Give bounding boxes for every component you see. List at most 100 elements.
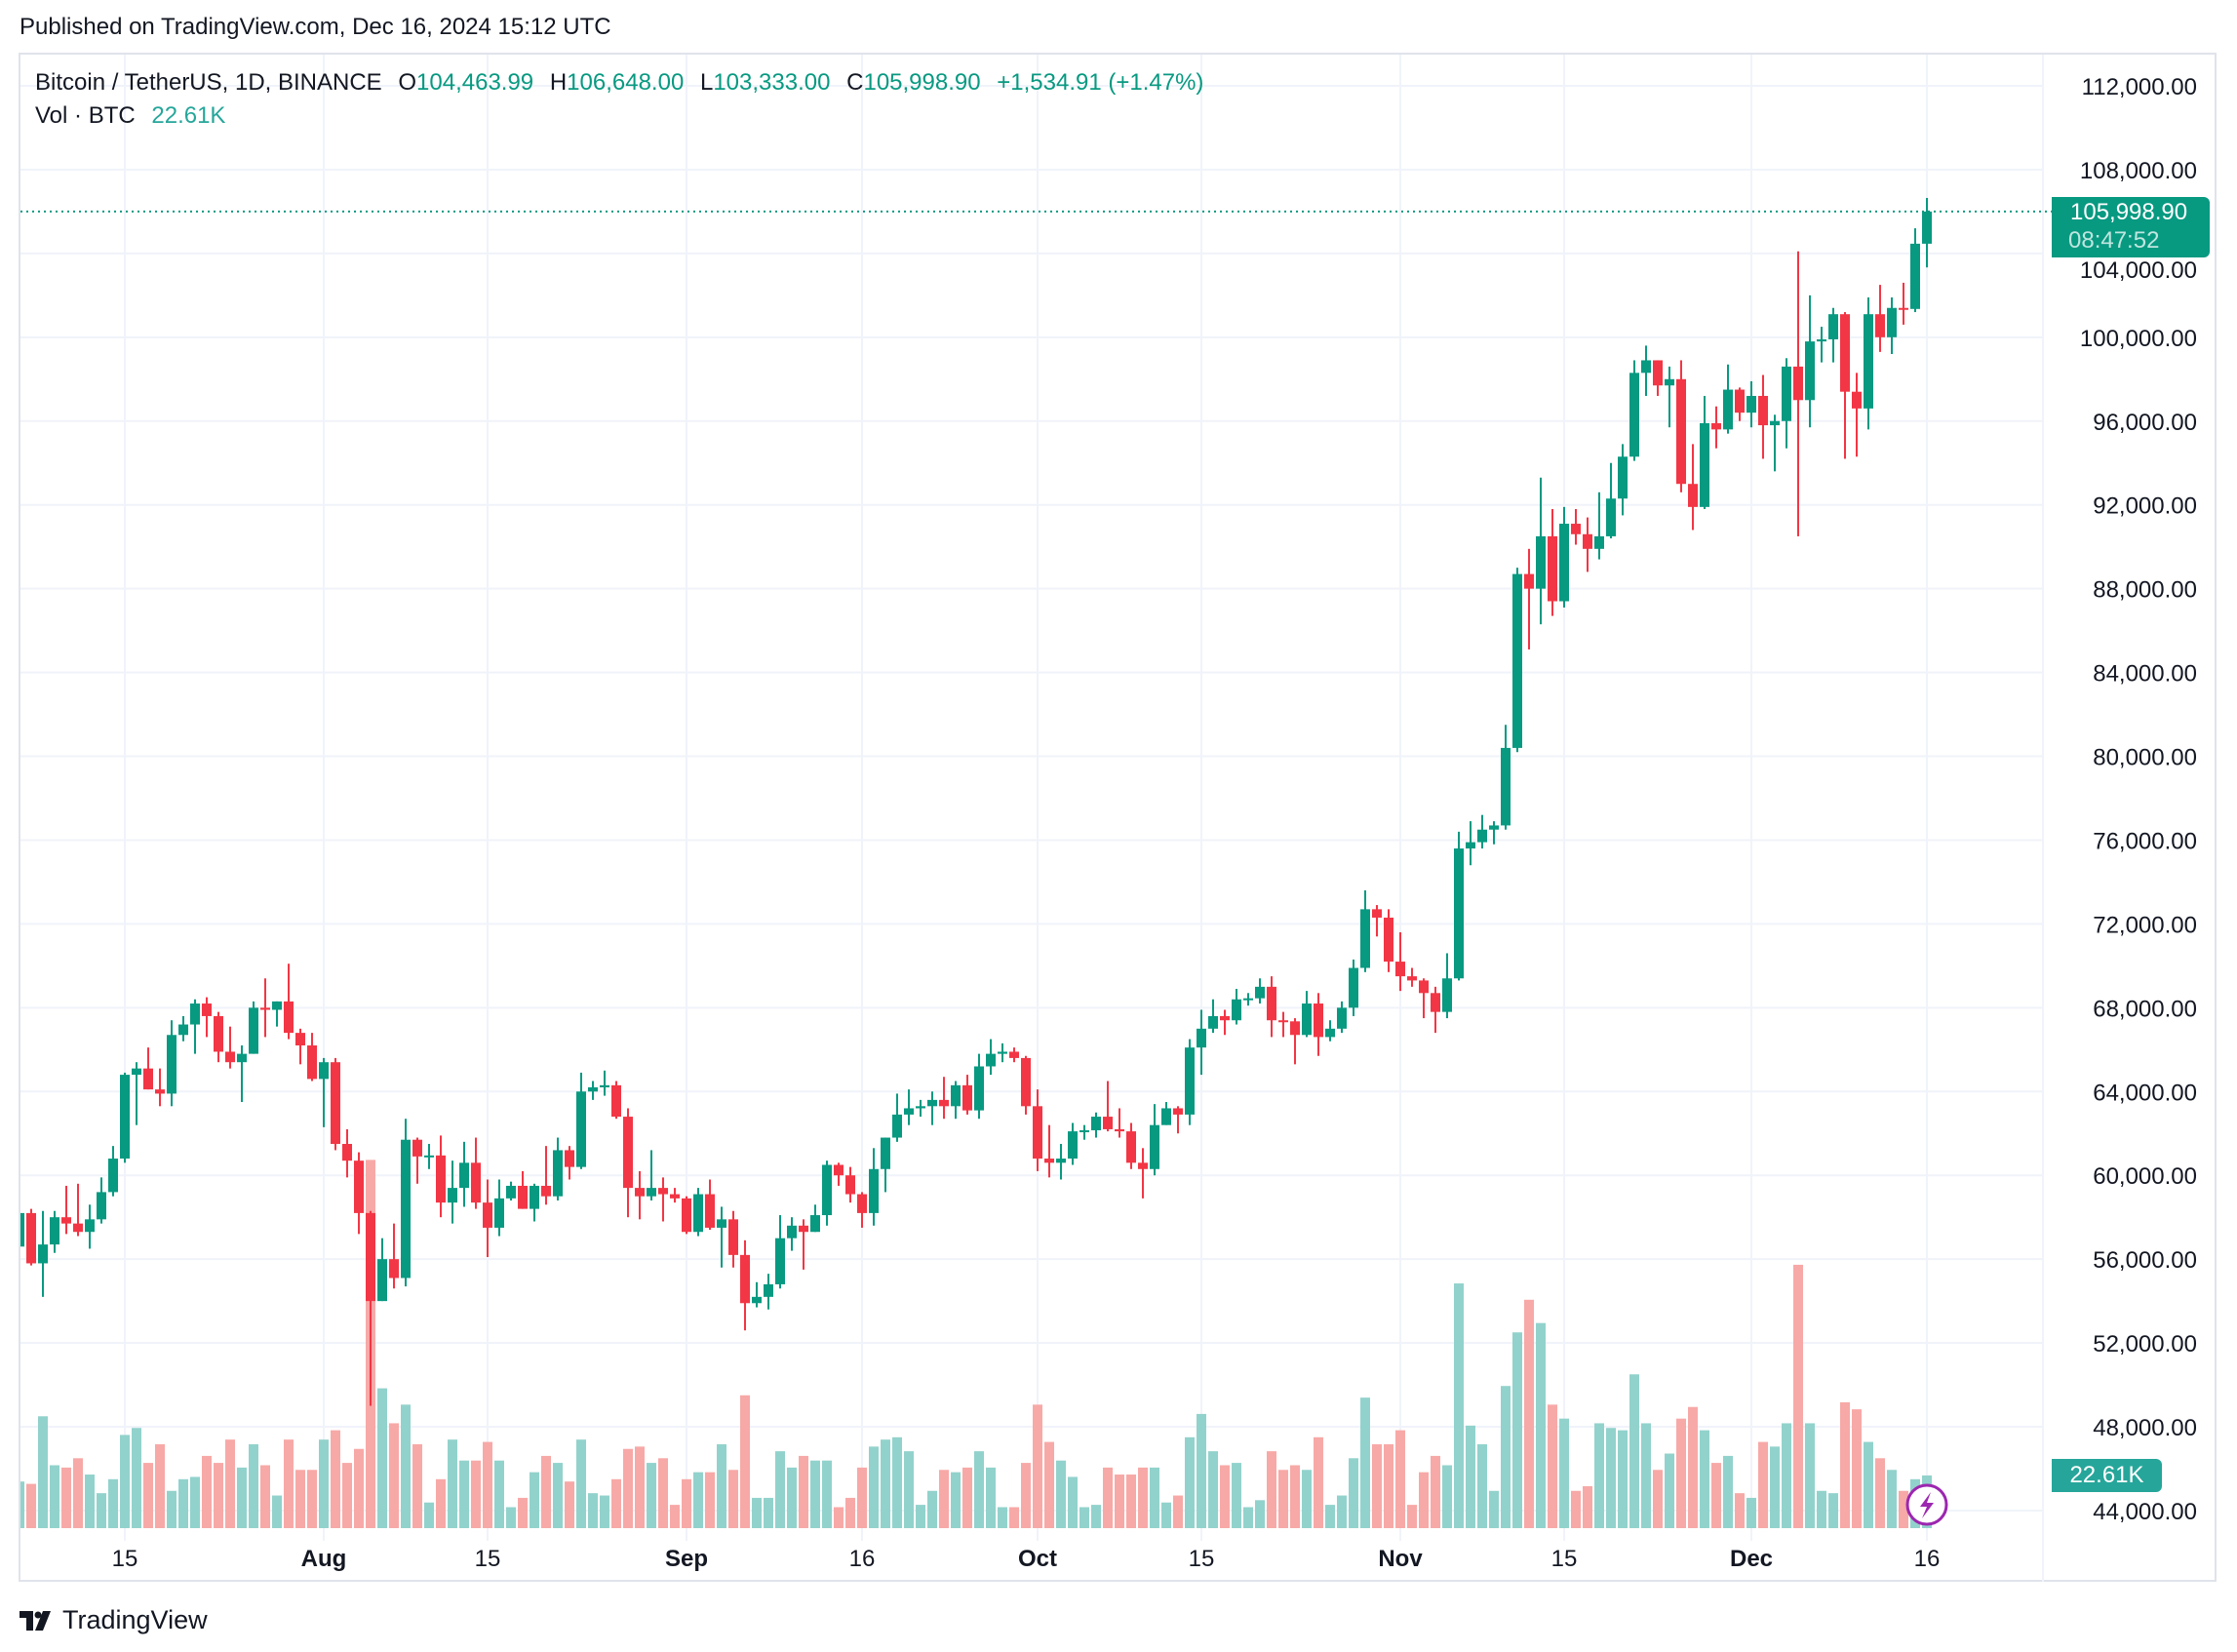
volume-bar (237, 1467, 247, 1528)
volume-bar (857, 1467, 867, 1528)
candle (600, 1070, 609, 1096)
candle (857, 1192, 867, 1228)
candle (1922, 197, 1932, 268)
candle (787, 1217, 797, 1251)
candle (1267, 976, 1276, 1038)
lightning-bolt (1920, 1492, 1934, 1518)
volume-bar (1033, 1404, 1042, 1528)
volume-bar (1711, 1463, 1721, 1528)
candle-body (401, 1139, 411, 1278)
volume-bars (20, 1160, 1932, 1528)
candle-body (1864, 314, 1873, 409)
candle (1068, 1122, 1078, 1165)
candle (1278, 1011, 1288, 1038)
candle-wick (1493, 821, 1495, 845)
candle (1735, 387, 1745, 421)
candle (331, 1057, 340, 1151)
candle-body (647, 1188, 656, 1197)
candle-wick (416, 1137, 418, 1184)
candle (1208, 999, 1218, 1034)
volume-bar (73, 1458, 83, 1528)
volume-bar (1431, 1455, 1440, 1528)
candle (1512, 568, 1522, 753)
candle-body (1115, 1128, 1124, 1132)
volume-bar (1817, 1490, 1826, 1528)
candle (962, 1075, 972, 1115)
volume-bar (483, 1441, 492, 1528)
candle (1395, 931, 1405, 992)
low-value: 103,333.00 (713, 69, 831, 96)
candle (1103, 1081, 1113, 1132)
candle (1852, 373, 1862, 457)
volume-bar (1793, 1264, 1803, 1528)
volume-bar (412, 1443, 422, 1528)
candle-body (1349, 967, 1358, 1008)
candle-body (1220, 1015, 1230, 1021)
volume-bar (1477, 1443, 1487, 1528)
candle-wick (756, 1281, 758, 1308)
volume-bar (1723, 1455, 1733, 1528)
volume-bar (167, 1490, 177, 1528)
candle-wick (393, 1223, 395, 1289)
volume-bar (38, 1416, 48, 1528)
candle-body (658, 1188, 668, 1195)
candle-body (623, 1117, 633, 1189)
date-tick-label: 16 (849, 1546, 876, 1572)
volume-bar (1232, 1463, 1241, 1528)
volume-bar (1571, 1490, 1581, 1528)
candle (565, 1146, 574, 1180)
volume-bar (541, 1455, 551, 1528)
candle (705, 1179, 715, 1231)
candle-body (1185, 1047, 1195, 1115)
candle (1044, 1124, 1054, 1178)
volume-bar (1314, 1436, 1323, 1528)
candle (740, 1239, 750, 1331)
volume-bar (927, 1490, 937, 1528)
candle (1524, 548, 1534, 649)
volume-bar (1079, 1507, 1089, 1528)
date-tick-label: Sep (665, 1546, 708, 1572)
candle (1419, 978, 1429, 1019)
candle-body (892, 1114, 902, 1138)
candle (881, 1137, 890, 1193)
candle (822, 1160, 832, 1226)
volume-bar (553, 1463, 563, 1528)
candle-body (1325, 1028, 1335, 1038)
volume-bar (132, 1428, 141, 1528)
volume-bar (448, 1439, 457, 1528)
candle-body (1360, 909, 1370, 968)
volume-bar (728, 1470, 738, 1528)
candle-body (389, 1259, 399, 1278)
candle (412, 1137, 422, 1184)
lightning-icon[interactable] (1905, 1483, 1948, 1526)
candle (799, 1219, 808, 1270)
candle-body (728, 1219, 738, 1255)
close-label: C (846, 69, 864, 96)
volume-bar (319, 1439, 329, 1528)
candle (717, 1206, 726, 1268)
symbol-name[interactable]: Bitcoin / TetherUS, 1D, BINANCE (35, 69, 382, 96)
symbol-legend: Bitcoin / TetherUS, 1D, BINANCE O104,463… (35, 69, 1203, 97)
candle (295, 1028, 305, 1065)
volume-bar (787, 1467, 797, 1528)
volume-bar (1887, 1470, 1897, 1528)
tradingview-logo[interactable]: TradingView (20, 1605, 208, 1635)
candle-body (927, 1099, 937, 1107)
volume-bar (1115, 1475, 1124, 1528)
price-tick-label: 108,000.00 (2080, 158, 2197, 184)
candle-body (1009, 1051, 1019, 1058)
candle (518, 1170, 528, 1209)
candle-body (377, 1259, 387, 1302)
candle-body (1044, 1159, 1054, 1163)
candle (1477, 814, 1487, 849)
candle (272, 1001, 282, 1027)
volume-label[interactable]: Vol · BTC (35, 102, 136, 129)
volume-bar (424, 1502, 434, 1528)
candle-body (1161, 1108, 1171, 1125)
volume-bar (904, 1451, 914, 1528)
price-tick-label: 64,000.00 (2093, 1080, 2197, 1106)
candle-body (635, 1188, 645, 1197)
candle (1594, 492, 1604, 560)
volume-bar (740, 1395, 750, 1528)
